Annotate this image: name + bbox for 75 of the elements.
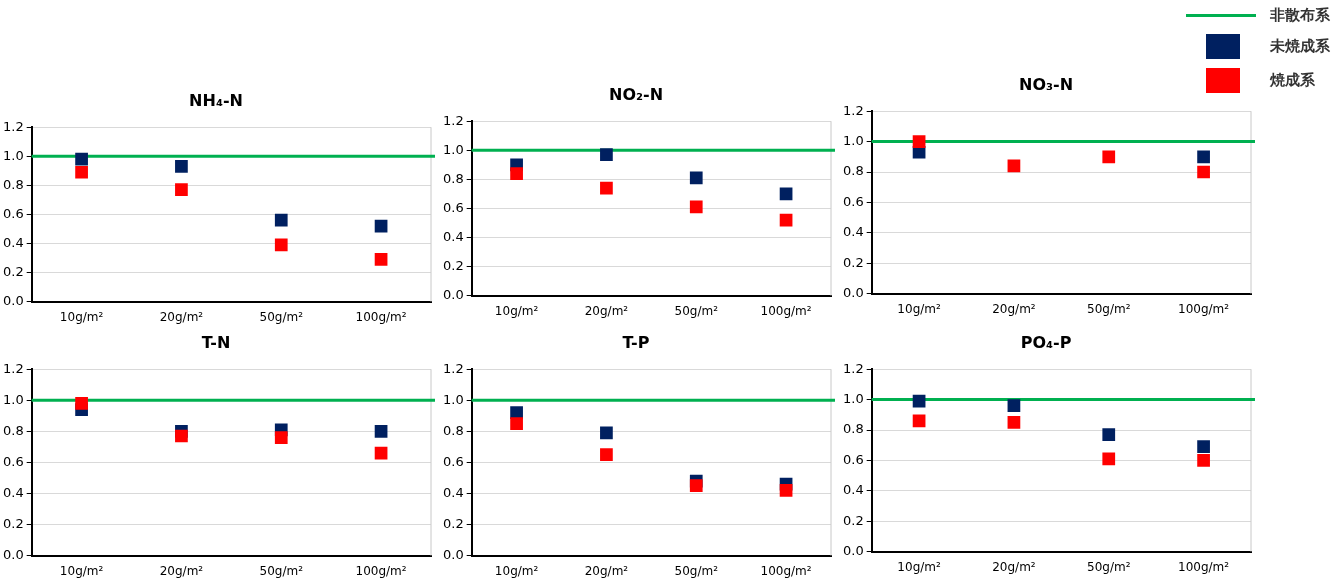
y-tick-label: 1.0 — [2, 391, 24, 407]
x-tick-label: 50g/m² — [259, 309, 304, 324]
chart-title: T-N — [201, 332, 231, 352]
x-tick-label: 50g/m² — [259, 563, 304, 578]
y-tick-label: 0.2 — [842, 254, 864, 270]
x-tick-label: 50g/m² — [1087, 301, 1131, 316]
y-tick-label: 0.2 — [842, 512, 864, 528]
y-tick-label: 0.0 — [2, 292, 24, 308]
y-tick-label: 0.4 — [842, 482, 864, 498]
x-tick-label: 10g/m² — [897, 301, 941, 316]
y-tick-label: 0.6 — [2, 205, 24, 221]
y-tick-label: 0.0 — [442, 286, 464, 302]
y-tick-label: 1.2 — [442, 360, 464, 376]
y-tick-label: 1.2 — [842, 102, 864, 118]
y-tick-label: 1.2 — [2, 360, 24, 376]
chart-title: NO₃-N — [1018, 74, 1074, 94]
y-tick-label: 1.0 — [442, 141, 464, 157]
x-tick-label: 50g/m² — [1087, 559, 1131, 574]
x-tick-label: 100g/m² — [1178, 301, 1230, 316]
x-tick-label: 20g/m² — [992, 559, 1036, 574]
legend-label: 未焼成系 — [1270, 36, 1330, 56]
x-tick-label: 10g/m² — [897, 559, 941, 574]
y-tick-label: 1.2 — [842, 360, 864, 376]
x-tick-label: 20g/m² — [992, 301, 1036, 316]
x-tick-label: 10g/m² — [59, 309, 104, 324]
y-tick-label: 0.4 — [2, 484, 24, 500]
chart-title: NH₄-N — [189, 90, 243, 110]
x-tick-label: 100g/m² — [760, 563, 812, 578]
legend-label: 非散布系 — [1270, 6, 1330, 25]
y-tick-label: 0.6 — [842, 451, 864, 467]
y-tick-label: 0.8 — [842, 421, 864, 437]
legend-label: 焼成系 — [1270, 70, 1315, 90]
x-tick-label: 20g/m² — [584, 563, 629, 578]
chart-title: PO₄-P — [1020, 332, 1072, 352]
x-tick-label: 100g/m² — [355, 309, 407, 324]
y-tick-label: 0.4 — [842, 224, 864, 240]
y-tick-label: 0.2 — [2, 263, 24, 279]
y-tick-label: 0.4 — [2, 234, 24, 250]
y-tick-label: 0.8 — [2, 176, 24, 192]
x-tick-label: 10g/m² — [59, 563, 104, 578]
y-tick-label: 0.8 — [442, 170, 464, 186]
x-tick-label: 10g/m² — [494, 303, 539, 318]
y-tick-label: 0.0 — [842, 542, 864, 558]
x-tick-label: 20g/m² — [159, 309, 204, 324]
y-tick-label: 0.6 — [442, 453, 464, 469]
y-tick-label: 1.0 — [2, 147, 24, 163]
x-tick-label: 100g/m² — [1178, 559, 1230, 574]
chart-title: NO₂-N — [608, 84, 664, 104]
y-tick-label: 0.4 — [442, 228, 464, 244]
y-tick-label: 0.0 — [2, 546, 24, 562]
y-tick-label: 0.8 — [2, 422, 24, 438]
y-tick-label: 1.2 — [2, 118, 24, 134]
y-tick-label: 0.2 — [442, 257, 464, 273]
x-tick-label: 100g/m² — [355, 563, 407, 578]
y-tick-label: 0.0 — [442, 546, 464, 562]
y-tick-label: 0.2 — [442, 515, 464, 531]
y-tick-label: 0.6 — [2, 453, 24, 469]
x-tick-label: 50g/m² — [674, 303, 719, 318]
y-tick-label: 1.2 — [442, 112, 464, 128]
y-tick-label: 0.2 — [2, 515, 24, 531]
x-tick-label: 50g/m² — [674, 563, 719, 578]
y-tick-label: 1.0 — [842, 132, 864, 148]
y-tick-label: 0.8 — [442, 422, 464, 438]
y-tick-label: 0.4 — [442, 484, 464, 500]
x-tick-label: 20g/m² — [159, 563, 204, 578]
y-tick-label: 0.6 — [842, 193, 864, 209]
x-tick-label: 20g/m² — [584, 303, 629, 318]
x-tick-label: 100g/m² — [760, 303, 812, 318]
y-tick-label: 0.8 — [842, 163, 864, 179]
y-tick-label: 0.6 — [442, 199, 464, 215]
chart-title: T-P — [622, 332, 650, 352]
x-tick-label: 10g/m² — [494, 563, 539, 578]
y-tick-label: 1.0 — [442, 391, 464, 407]
y-tick-label: 1.0 — [842, 390, 864, 406]
y-tick-label: 0.0 — [842, 284, 864, 300]
